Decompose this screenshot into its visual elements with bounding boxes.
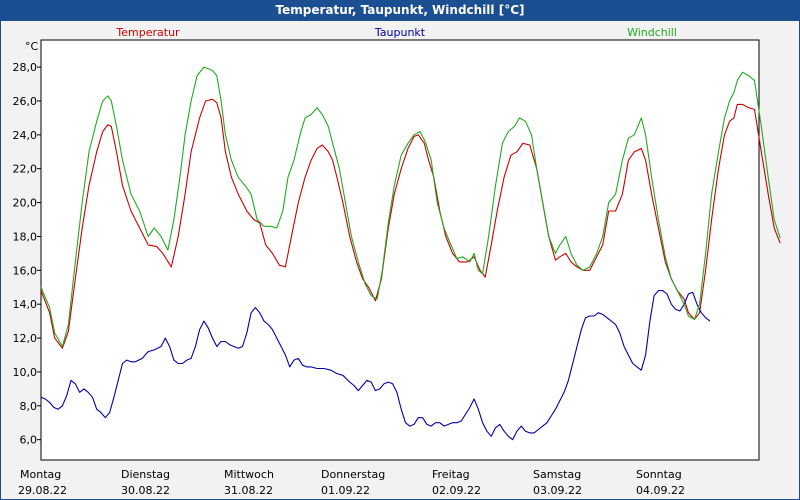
y-tick-label: 12,0	[13, 332, 38, 345]
y-tick-label: 22,0	[13, 163, 38, 176]
x-tick-label-date: 01.09.22	[321, 484, 370, 497]
y-tick-label: 6,0	[20, 434, 38, 447]
x-axis-ticks: Montag 29.08.22 Dienstag 30.08.22 Mittwoch 31…	[18, 468, 685, 497]
chart-title: Temperatur, Taupunkt, Windchill [°C]	[0, 0, 800, 20]
y-tick-label: 16,0	[13, 264, 38, 277]
series-lines	[40, 66, 781, 441]
y-axis-ticks: 6,0 8,0 10,0 12,0 14,0 16,0 18,0 20,0 22,0 24,0 26…	[13, 61, 41, 447]
y-tick-label: 10,0	[13, 366, 38, 379]
y-tick-label: 26,0	[13, 95, 38, 108]
x-tick-label-date: 29.08.22	[18, 484, 67, 497]
x-tick-label-date: 02.09.22	[432, 484, 481, 497]
legend-taupunkt: Taupunkt	[374, 26, 426, 39]
x-tick-label-day: Samstag	[533, 468, 581, 481]
x-tick-label-date: 03.09.22	[533, 484, 582, 497]
series-line-windchill	[40, 66, 781, 348]
y-axis-unit-label: °C	[25, 40, 39, 53]
legend-temperatur: Temperatur	[115, 26, 180, 39]
y-tick-label: 24,0	[13, 129, 38, 142]
x-tick-label-day: Dienstag	[121, 468, 170, 481]
y-tick-label: 14,0	[13, 298, 38, 311]
y-tick-label: 28,0	[13, 61, 38, 74]
plot-border	[40, 39, 760, 461]
x-tick-label-day: Mittwoch	[224, 468, 274, 481]
x-tick-label-date: 04.09.22	[636, 484, 685, 497]
series-line-taupunkt	[40, 290, 711, 441]
y-tick-label: 20,0	[13, 197, 38, 210]
legend-windchill: Windchill	[627, 26, 677, 39]
series-line-temperatur	[40, 98, 781, 349]
x-tick-label-day: Freitag	[432, 468, 470, 481]
x-tick-label-date: 30.08.22	[121, 484, 170, 497]
y-tick-label: 18,0	[13, 230, 38, 243]
x-tick-label-date: 31.08.22	[224, 484, 273, 497]
y-tick-label: 8,0	[20, 400, 38, 413]
x-tick-label-day: Sonntag	[636, 468, 682, 481]
x-tick-label-day: Montag	[20, 468, 61, 481]
x-tick-label-day: Donnerstag	[321, 468, 385, 481]
